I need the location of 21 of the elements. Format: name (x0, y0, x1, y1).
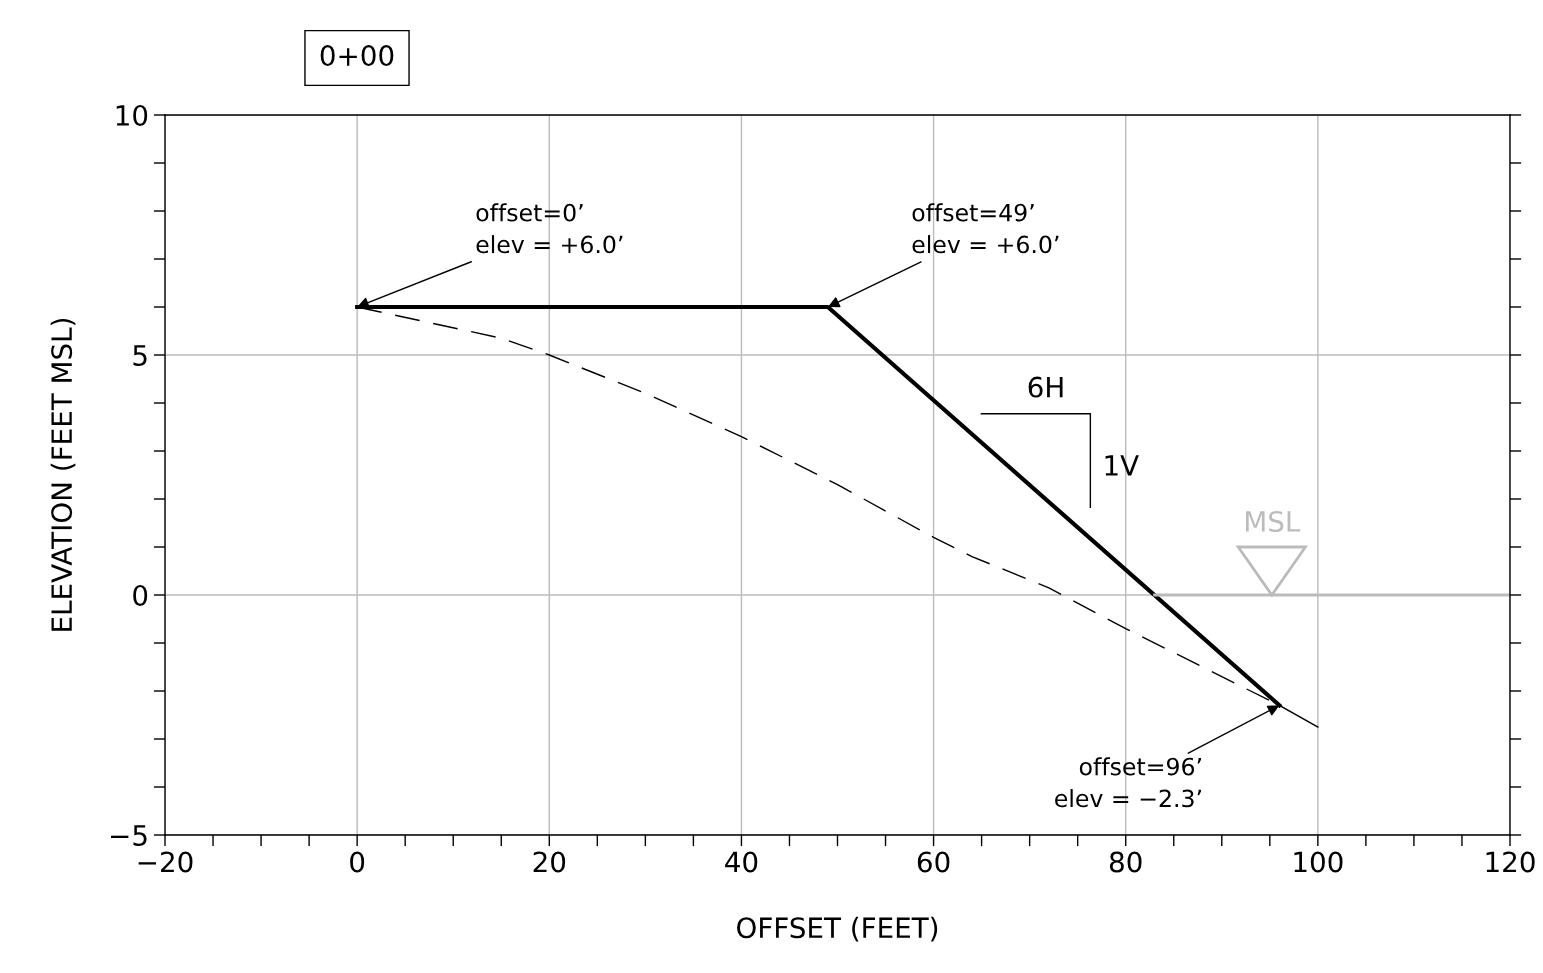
x-tick-label: 40 (725, 851, 758, 873)
x-axis-title: OFFSET (FEET) (737, 916, 938, 942)
y-tick-label: −5 (111, 825, 147, 846)
x-tick-label: 100 (1294, 851, 1343, 873)
annotation: offset=49’ elev = +6.0’ (912, 203, 1059, 254)
annotation: offset=96’ elev = −2.3’ (1055, 757, 1201, 808)
x-tick-label: −20 (138, 851, 193, 873)
y-tick-label: 10 (116, 104, 148, 126)
y-tick-label: 5 (133, 345, 147, 366)
text: MSL (1246, 511, 1301, 533)
y-tick-label: 0 (133, 584, 148, 606)
x-tick-label: 20 (533, 851, 566, 873)
annotation: offset=0’ elev = +6.0’ (476, 203, 623, 254)
chart-title: 0+00 (320, 45, 394, 67)
annotation: 1V (1105, 455, 1139, 476)
x-tick-label: 60 (917, 851, 950, 873)
x-tick-label: 80 (1109, 851, 1142, 873)
y-axis-title: ELEVATION (FEET MSL) (50, 318, 76, 631)
x-tick-label: 0 (350, 851, 365, 873)
annotation: 6H (1028, 376, 1063, 398)
x-tick-label: 120 (1486, 851, 1535, 873)
